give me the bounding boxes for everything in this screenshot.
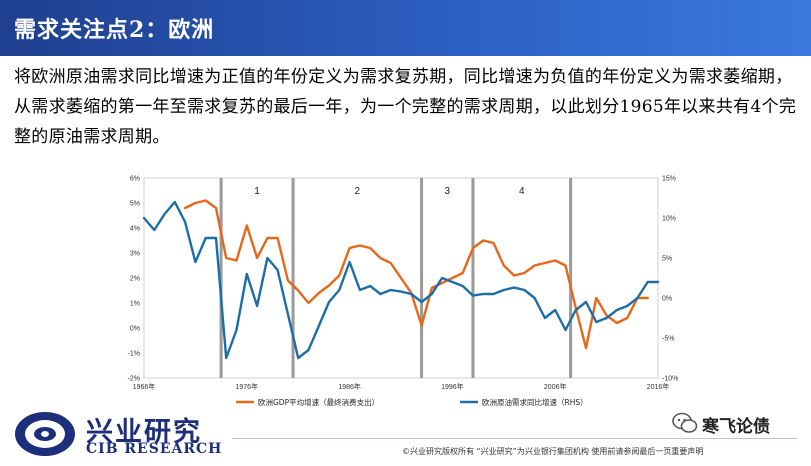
- x-axis-labels: 1966年 1976年 1986年 1996年 2006年 2016年: [133, 382, 670, 391]
- left-tick-label: 5%: [130, 201, 140, 208]
- wechat-icon: [672, 412, 698, 433]
- title-bar: 需求关注点2：欧洲: [0, 0, 811, 56]
- cycle-label-1: 1: [254, 186, 260, 197]
- left-tick-label: 2%: [130, 276, 140, 283]
- cycle-label-3: 3: [444, 186, 450, 197]
- legend-label-1: 欧洲GDP平均增速（最终消费支出）: [258, 397, 379, 407]
- left-tick-label: -2%: [128, 376, 140, 383]
- cycle-dividers: 1 2 3 4: [219, 178, 573, 378]
- left-tick-label: 0%: [130, 326, 140, 333]
- x-tick-label: 1976年: [236, 382, 259, 391]
- left-axis-labels: -2% -1% 0% 1% 2% 3% 4% 5% 6%: [128, 176, 140, 383]
- right-tick-label: -5%: [662, 336, 674, 343]
- left-tick-label: 1%: [130, 301, 140, 308]
- footer-divider: [232, 438, 797, 439]
- left-tick-label: 4%: [130, 226, 140, 233]
- chart-legend: 欧洲GDP平均增速（最终消费支出） 欧洲原油需求同比增速（RHS）: [236, 397, 588, 407]
- x-tick-label: 1996年: [441, 382, 464, 391]
- left-tick-label: 6%: [130, 176, 140, 183]
- left-tick-label: -1%: [128, 351, 140, 358]
- chart-frame: [143, 177, 659, 379]
- series-lines: [142, 199, 660, 360]
- body-paragraph: 将欧洲原油需求同比增速为正值的年份定义为需求复苏期，同比增速为负值的年份定义为需…: [14, 67, 797, 147]
- x-tick-label: 1966年: [133, 382, 156, 391]
- page-title: 需求关注点2：欧洲: [14, 17, 215, 43]
- plot-area-border: [143, 177, 659, 379]
- right-axis-labels: -10% -5% 0% 5% 10% 15%: [662, 176, 678, 383]
- right-tick-label: 10%: [662, 216, 676, 223]
- right-tick-label: 5%: [662, 256, 672, 263]
- logo-chinese-name: 兴业研究: [86, 417, 202, 448]
- cycle-label-2: 2: [355, 186, 361, 197]
- logo-english-name: CIB RESEARCH: [86, 441, 223, 457]
- right-tick-label: -10%: [662, 376, 678, 383]
- wechat-account-name: 寒飞论债: [702, 417, 770, 437]
- x-tick-label: 2006年: [544, 382, 567, 391]
- left-tick-label: 3%: [130, 251, 140, 258]
- x-tick-label: 1986年: [338, 382, 361, 391]
- line-chart: 1 2 3 4 -2% -1% 0% 1% 2% 3% 4% 5% 6% -10% -5% 0% 5% 10%…: [128, 176, 679, 408]
- cycle-label-4: 4: [519, 186, 525, 197]
- right-tick-label: 0%: [662, 296, 672, 303]
- wechat-watermark: 寒飞论债: [672, 411, 802, 437]
- right-tick-label: 15%: [662, 176, 676, 183]
- series-line-2: [142, 200, 660, 360]
- footer-disclaimer: ©兴业研究版权所有 “兴业研究”为兴业银行集团机构 使用前请参阅最后一页重要声明: [402, 447, 704, 456]
- cib-emblem-icon: [15, 412, 75, 456]
- x-tick-label: 2016年: [647, 382, 670, 391]
- cib-logo: 兴业研究 CIB RESEARCH: [12, 408, 232, 462]
- series-line-1: [183, 199, 649, 350]
- legend-label-2: 欧洲原油需求同比增速（RHS）: [482, 397, 588, 407]
